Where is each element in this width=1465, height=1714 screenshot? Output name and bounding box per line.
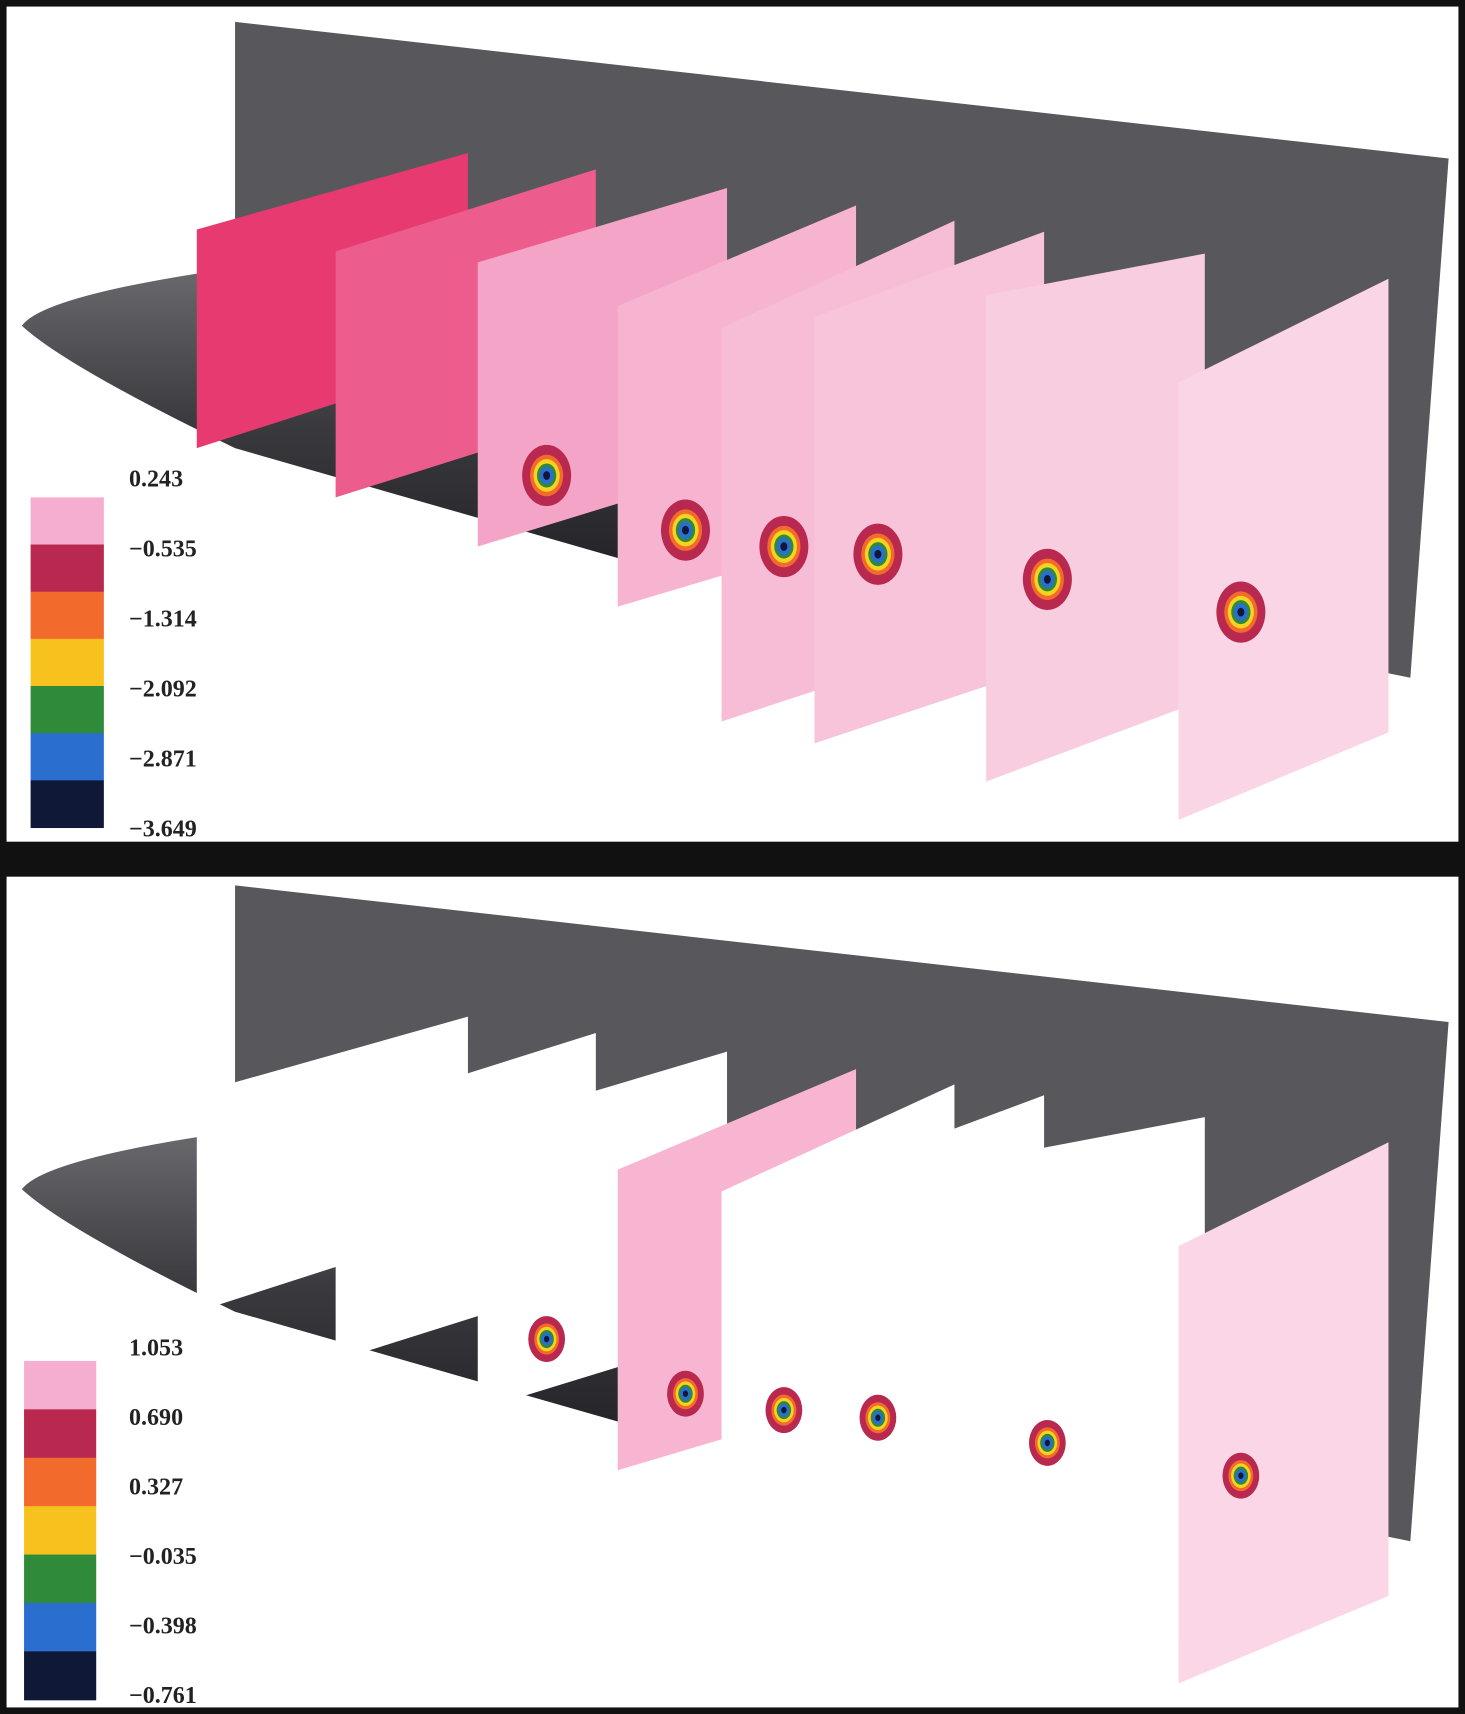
colorbar-band xyxy=(31,733,104,781)
vortex-core xyxy=(544,1336,549,1343)
panel-divider xyxy=(0,842,1465,877)
colorbar-label: 0.690 xyxy=(129,1405,183,1431)
figure: 0.243 −0.535 −1.314 −2.092 −2.871 −3.649 1.05… xyxy=(0,0,1465,1714)
colorbar-band xyxy=(24,1361,96,1410)
colorbar-band xyxy=(31,780,104,828)
vortex-core xyxy=(682,526,689,535)
vortex-core xyxy=(780,542,787,551)
colorbar-band xyxy=(24,1555,96,1604)
vortex-core xyxy=(875,1414,880,1421)
colorbar-band xyxy=(24,1603,96,1652)
colorbar-label: −2.092 xyxy=(129,676,197,702)
colorbar-label: −0.535 xyxy=(129,536,197,562)
colorbar-label: −0.035 xyxy=(129,1544,197,1570)
colorbar-band xyxy=(31,592,104,640)
vortex-core xyxy=(1045,1440,1050,1447)
slice-plane xyxy=(986,254,1205,782)
colorbar-band xyxy=(24,1506,96,1555)
colorbar-band xyxy=(31,545,104,593)
vortex-core xyxy=(1238,1472,1243,1479)
vortex-core xyxy=(874,550,881,559)
colorbar-band xyxy=(31,639,104,687)
vortex-core xyxy=(1237,608,1244,617)
vortex-core xyxy=(1044,575,1051,584)
colorbar-label: 0.327 xyxy=(129,1475,183,1501)
colorbar-band xyxy=(31,686,104,734)
colorbar-band xyxy=(24,1458,96,1507)
colorbar-label: 1.053 xyxy=(129,1336,183,1362)
slice-plane xyxy=(986,1117,1205,1645)
vortex-core xyxy=(543,471,550,480)
vortex-core xyxy=(781,1407,786,1414)
colorbar-label: −0.761 xyxy=(129,1683,197,1709)
colorbar-label: −1.314 xyxy=(129,606,197,632)
colorbar-label: −0.398 xyxy=(129,1614,197,1640)
colorbar-band xyxy=(24,1651,96,1700)
colorbar-label: −3.649 xyxy=(129,816,197,842)
colorbar-label: 0.243 xyxy=(129,466,183,492)
colorbar-label: −2.871 xyxy=(129,746,197,772)
colorbar-band xyxy=(24,1409,96,1458)
vortex-core xyxy=(683,1390,688,1397)
colorbar-band xyxy=(31,497,104,545)
